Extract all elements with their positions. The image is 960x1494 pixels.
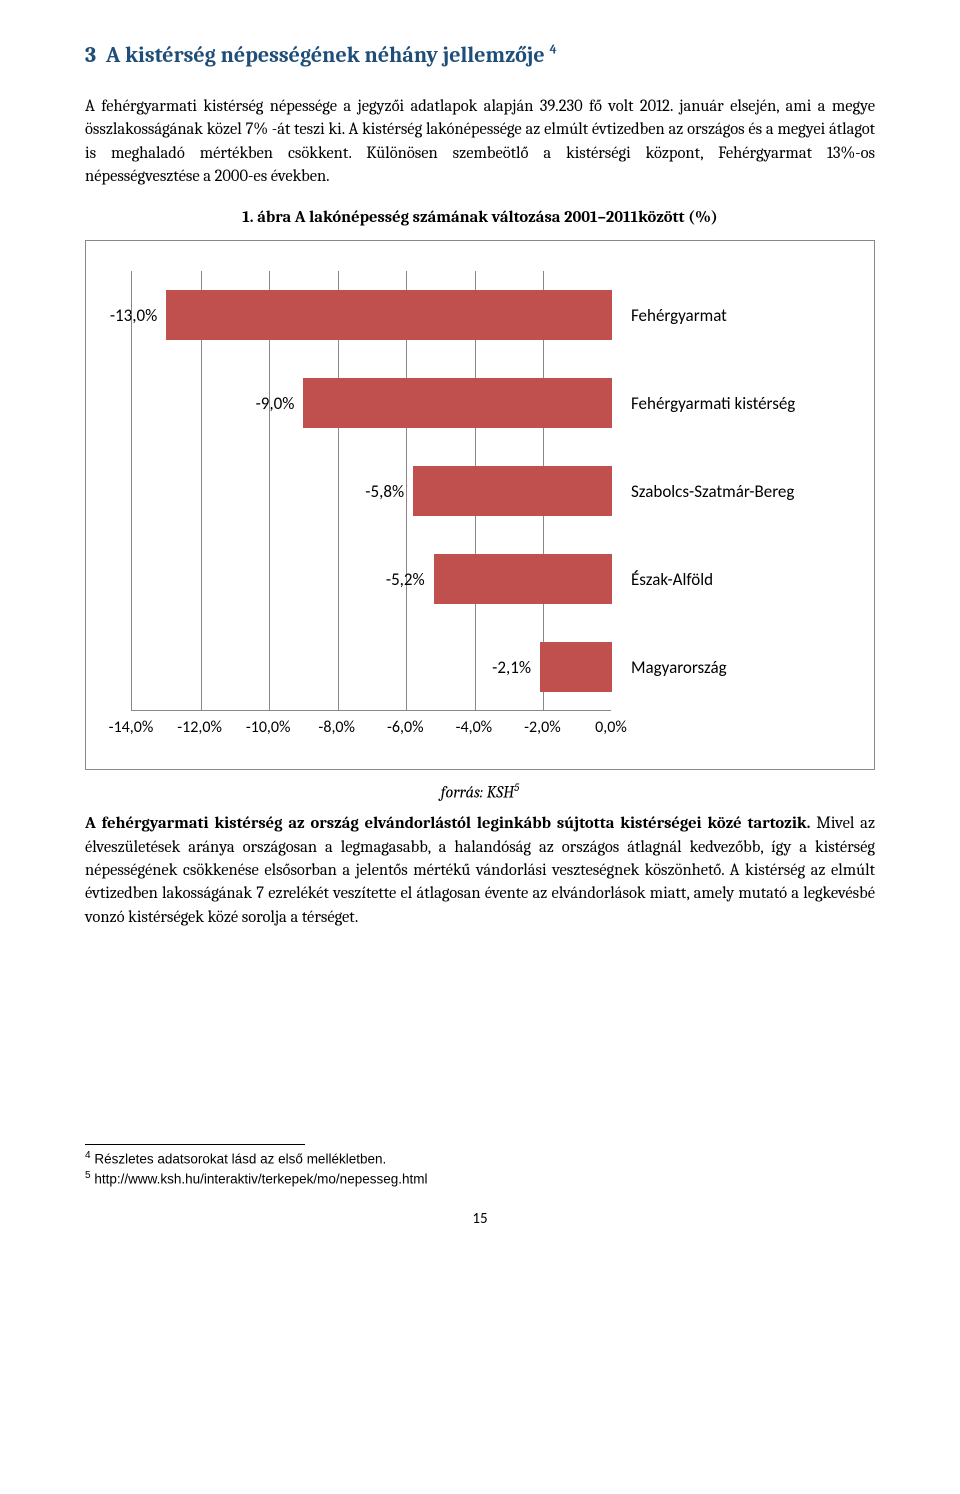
footnote-text: http://www.ksh.hu/interaktiv/terkepek/mo… — [94, 1172, 427, 1187]
bar — [303, 378, 612, 428]
chart-source: forrás: KSH5 — [85, 780, 875, 805]
paragraph-2-3: A fehérgyarmati kistérség az ország elvá… — [85, 812, 875, 929]
footnote-4: 4 Részletes adatsorokat lásd az első mel… — [85, 1149, 875, 1169]
x-tick-label: -8,0% — [318, 717, 355, 739]
paragraph-1: A fehérgyarmati kistérség népessége a je… — [85, 95, 875, 189]
section-number: 3 — [85, 42, 96, 68]
bar-value-label: -13,0% — [95, 304, 157, 328]
source-text: forrás: KSH — [441, 783, 515, 802]
footnote-ref-5: 5 — [514, 781, 519, 794]
bar — [434, 554, 612, 604]
footnote-num: 4 — [85, 1150, 91, 1161]
category-label: Észak-Alföld — [631, 568, 713, 592]
bar — [540, 642, 612, 692]
footnote-5: 5 http://www.ksh.hu/interaktiv/terkepek/… — [85, 1169, 875, 1189]
category-label: Fehérgyarmat — [631, 304, 727, 328]
chart-title: 1. ábra A lakónépesség számának változás… — [85, 206, 875, 229]
category-label: Szabolcs-Szatmár-Bereg — [631, 480, 794, 504]
bar-value-label: -5,2% — [363, 568, 425, 592]
x-tick-label: -12,0% — [177, 717, 222, 739]
x-tick-label: -6,0% — [387, 717, 424, 739]
x-tick-label: -14,0% — [109, 717, 154, 739]
bar — [413, 466, 612, 516]
bar — [166, 290, 612, 340]
bar-value-label: -2,1% — [469, 656, 531, 680]
footnote-num: 5 — [85, 1170, 91, 1181]
bar-value-label: -5,8% — [342, 480, 404, 504]
section-title: A kistérség népességének néhány jellemző… — [106, 42, 545, 68]
footnote-text: Részletes adatsorokat lásd az első mellé… — [94, 1152, 386, 1167]
x-tick-label: -4,0% — [456, 717, 493, 739]
x-tick-label: -10,0% — [246, 717, 291, 739]
section-heading: 3 A kistérség népességének néhány jellem… — [85, 40, 875, 71]
category-label: Magyarország — [631, 656, 727, 680]
footnote-ref-4: 4 — [550, 43, 557, 58]
bar-value-label: -9,0% — [232, 392, 294, 416]
page-number: 15 — [85, 1209, 875, 1230]
category-label: Fehérgyarmati kistérség — [631, 392, 795, 416]
x-tick-label: -2,0% — [524, 717, 561, 739]
x-tick-label: 0,0% — [595, 717, 627, 739]
population-change-chart: -14,0% -12,0% -10,0% -8,0% -6,0% -4,0% -2,0% 0,… — [85, 240, 875, 770]
